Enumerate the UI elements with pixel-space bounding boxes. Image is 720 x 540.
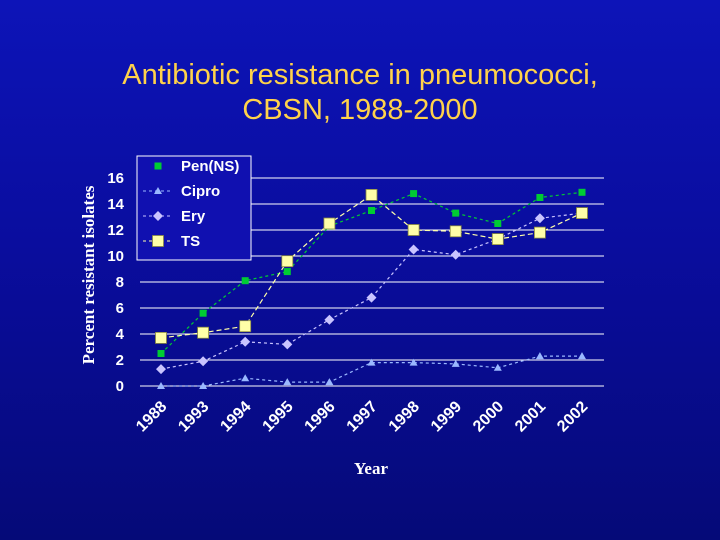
data-point	[578, 352, 586, 360]
x-tick-label: 1998	[386, 398, 423, 435]
legend-label: Cipro	[181, 183, 220, 200]
legend-label: Ery	[181, 208, 206, 225]
x-tick-label: 2002	[554, 398, 591, 435]
data-point	[452, 209, 460, 217]
chart-title-line1: Antibiotic resistance in pneumococci,	[122, 59, 598, 91]
data-point	[325, 378, 334, 386]
data-point	[578, 188, 586, 196]
data-point	[368, 207, 375, 214]
data-point	[365, 188, 378, 201]
data-point	[407, 224, 420, 236]
data-point	[409, 358, 418, 366]
data-point	[283, 378, 292, 386]
data-point	[283, 268, 291, 276]
data-point	[450, 249, 461, 260]
data-point	[366, 292, 377, 303]
chart-title-line2: CBSN, 1988-2000	[242, 94, 478, 126]
data-point	[323, 217, 336, 230]
legend-item: TS	[143, 233, 200, 250]
data-point	[493, 363, 502, 371]
legend-label: TS	[181, 233, 200, 250]
y-tick-label: 16	[107, 170, 124, 187]
series-layer	[155, 188, 588, 389]
x-tick-label: 1999	[428, 398, 465, 435]
legend: Pen(NS) Cipro Ery TS	[136, 155, 252, 261]
data-point	[157, 350, 165, 357]
x-axis-ticks: 1988 1993 1994 1995 1996 1997 1998 1999 2000 2001…	[133, 398, 591, 435]
data-point	[199, 309, 207, 317]
data-point	[535, 352, 544, 360]
data-point	[152, 235, 164, 247]
data-point	[367, 358, 376, 366]
x-tick-label: 2000	[470, 398, 507, 435]
data-point	[491, 233, 504, 246]
x-tick-label: 1994	[217, 398, 254, 435]
x-tick-label: 1993	[175, 398, 212, 435]
data-point	[451, 359, 460, 367]
data-point	[157, 382, 165, 389]
series-cipro	[157, 352, 586, 389]
data-point	[154, 187, 162, 194]
chart-title: Antibiotic resistance in pneumococci, CB…	[0, 58, 720, 128]
data-point	[282, 339, 293, 350]
data-point	[156, 364, 166, 375]
data-point	[154, 162, 162, 170]
data-point	[240, 336, 251, 347]
legend-item: Ery	[143, 208, 206, 225]
data-point	[241, 277, 249, 285]
data-point	[576, 207, 588, 220]
data-point	[449, 225, 462, 238]
legend-item: Cipro	[143, 183, 220, 200]
data-point	[241, 374, 250, 382]
data-point	[281, 255, 294, 268]
y-tick-label: 12	[107, 222, 124, 239]
series-ts	[155, 188, 588, 344]
data-point	[534, 226, 546, 239]
y-tick-label: 14	[107, 196, 124, 213]
y-tick-label: 0	[116, 378, 124, 395]
data-point	[324, 314, 335, 325]
data-point	[239, 320, 252, 333]
x-axis-label: Year	[354, 459, 388, 478]
x-tick-label: 1997	[344, 398, 381, 435]
data-point	[536, 194, 544, 201]
data-point	[494, 220, 502, 227]
y-axis-ticks: 0 2 4 6 8 10 12 14 16	[107, 170, 124, 395]
y-tick-label: 2	[116, 352, 124, 369]
data-point	[534, 213, 545, 224]
legend-item: Pen(NS)	[154, 158, 239, 175]
data-point	[153, 211, 163, 221]
y-tick-label: 8	[116, 274, 124, 291]
x-tick-label: 1996	[302, 398, 339, 435]
x-tick-label: 2001	[512, 398, 549, 435]
data-point	[408, 244, 419, 255]
series-line	[161, 355, 582, 387]
x-tick-label: 1995	[260, 398, 297, 435]
series-line	[160, 212, 583, 370]
data-point	[155, 331, 167, 344]
data-point	[199, 382, 208, 389]
data-point	[198, 356, 209, 367]
legend-label: Pen(NS)	[181, 158, 239, 175]
data-point	[197, 326, 210, 339]
y-tick-label: 6	[116, 300, 124, 317]
y-tick-label: 10	[107, 248, 124, 265]
data-point	[410, 190, 418, 198]
x-tick-label: 1988	[133, 398, 170, 435]
y-axis-label: Percent resistant isolates	[79, 185, 98, 364]
y-tick-label: 4	[116, 326, 125, 343]
